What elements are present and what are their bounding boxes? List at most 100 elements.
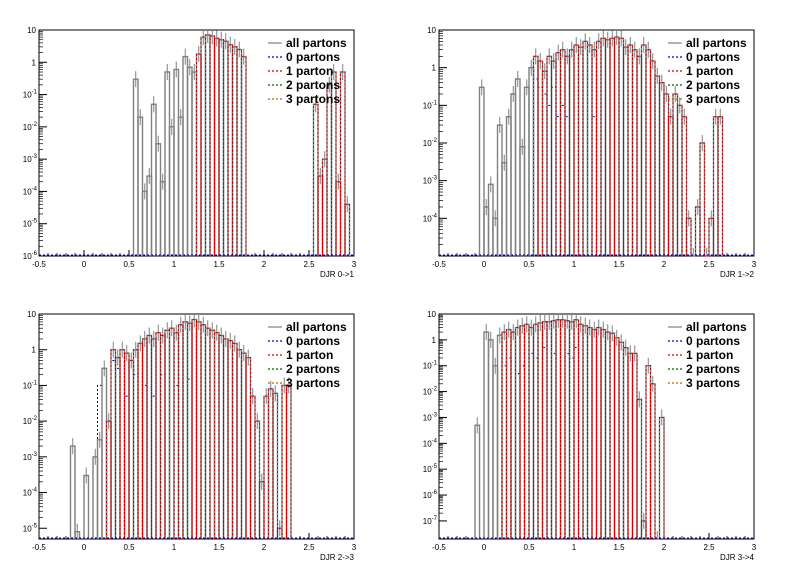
- histogram-bin: [524, 323, 530, 539]
- histogram-bin: [281, 384, 287, 539]
- histogram-bin: [569, 321, 575, 539]
- histogram-bin: [636, 398, 642, 539]
- histogram-bin: [240, 55, 247, 256]
- histogram-bin: [582, 40, 588, 256]
- x-tick-label: 3: [352, 260, 357, 269]
- histogram-bin: [551, 320, 557, 539]
- histogram-bin: [317, 175, 323, 256]
- histogram-bin: [285, 384, 292, 539]
- histogram-bin: [110, 349, 116, 539]
- y-tick-label: 10-4: [23, 488, 38, 498]
- histogram-bin: [686, 217, 692, 256]
- histogram-bin: [636, 398, 643, 539]
- x-tick-label: 0.5: [523, 260, 535, 269]
- y-tick-label: 10: [427, 26, 436, 35]
- y-tick-label: 10-1: [423, 361, 438, 371]
- y-tick-label: 10-4: [23, 186, 38, 196]
- histogram-bin: [659, 82, 665, 256]
- histogram-bin: [695, 206, 701, 256]
- histogram-bin: [564, 320, 570, 539]
- histogram-bin: [236, 48, 242, 256]
- histogram-bin: [677, 104, 683, 256]
- y-tick-label: 10-4: [423, 438, 438, 448]
- histogram-bin: [591, 49, 597, 256]
- histogram-bin: [335, 181, 341, 256]
- x-tick-label: 2: [262, 260, 267, 269]
- y-tick-label: 10-3: [23, 154, 38, 164]
- histogram-bin: [133, 349, 139, 539]
- legend-label: 2 partons: [286, 362, 340, 376]
- histogram-bin: [546, 104, 552, 256]
- y-tick-label: 10: [27, 310, 36, 319]
- x-tick-label: 0: [482, 543, 487, 552]
- histogram-bin: [632, 49, 638, 256]
- legend-label: 1 parton: [686, 64, 733, 78]
- histogram-bin: [533, 55, 539, 256]
- histogram-bin: [182, 321, 188, 539]
- x-tick-label: 0: [82, 260, 87, 269]
- x-tick-label: -0.5: [32, 543, 46, 552]
- histogram-bin: [223, 40, 229, 256]
- y-tick-label: 10-6: [423, 490, 438, 500]
- histogram-bin: [286, 384, 292, 539]
- histogram-bin: [173, 332, 179, 539]
- histogram-bin: [254, 420, 260, 539]
- histogram-bin: [241, 352, 247, 539]
- legend-label: all partons: [286, 320, 347, 334]
- histogram-bin: [582, 325, 588, 539]
- histogram-bin: [609, 37, 615, 256]
- legend-label: all partons: [286, 36, 347, 50]
- legend-label: 3 partons: [286, 376, 340, 390]
- histogram-bin: [474, 424, 481, 539]
- y-tick-label: 10-5: [423, 464, 438, 474]
- histogram-bin: [272, 392, 278, 539]
- y-tick-label: 10: [27, 26, 36, 35]
- x-tick-label: 0.5: [123, 543, 135, 552]
- histogram-bin: [609, 332, 615, 539]
- x-tick-label: 3: [752, 260, 757, 269]
- histogram-bin: [650, 383, 656, 539]
- x-axis-title: DJR 0->1: [320, 270, 355, 279]
- y-tick-label: 10-2: [423, 387, 438, 397]
- histogram-bin: [542, 347, 548, 539]
- y-tick-label: 10-2: [23, 122, 38, 132]
- legend-label: 3 partons: [686, 376, 740, 390]
- histogram-bin: [596, 40, 602, 256]
- y-tick-label: 10-7: [423, 516, 438, 526]
- histogram-bin: [717, 116, 723, 256]
- histogram-bin: [510, 331, 516, 539]
- histogram-bin: [560, 104, 566, 256]
- histogram-bin: [659, 416, 665, 539]
- histogram-bin: [649, 383, 656, 539]
- histogram-bin: [124, 352, 130, 539]
- histogram-bin: [187, 322, 193, 539]
- y-tick-label: 10-3: [23, 452, 38, 462]
- histogram-bin: [600, 37, 606, 256]
- histogram-bin: [600, 329, 606, 539]
- x-tick-label: -0.5: [432, 543, 446, 552]
- x-tick-label: 3: [352, 543, 357, 552]
- histogram-bin: [124, 395, 130, 539]
- x-tick-label: 1.5: [213, 260, 225, 269]
- y-tick-label: 10-1: [23, 90, 38, 100]
- histogram-bin: [546, 55, 552, 256]
- histogram-bin: [578, 323, 584, 539]
- histogram-bin: [214, 332, 220, 539]
- histogram-bin: [259, 481, 265, 539]
- histogram-bin: [119, 349, 125, 539]
- y-tick-label: 1: [432, 336, 437, 345]
- histogram-bin: [564, 55, 570, 256]
- histogram-bin: [632, 352, 638, 539]
- x-axis-title: DJR 2->3: [320, 553, 355, 562]
- x-tick-label: 3: [752, 543, 757, 552]
- x-tick-label: 0.5: [123, 260, 135, 269]
- histogram-bin: [178, 324, 184, 539]
- x-tick-label: -0.5: [32, 260, 46, 269]
- histogram-bin: [313, 103, 319, 256]
- histogram-bin: [250, 395, 256, 539]
